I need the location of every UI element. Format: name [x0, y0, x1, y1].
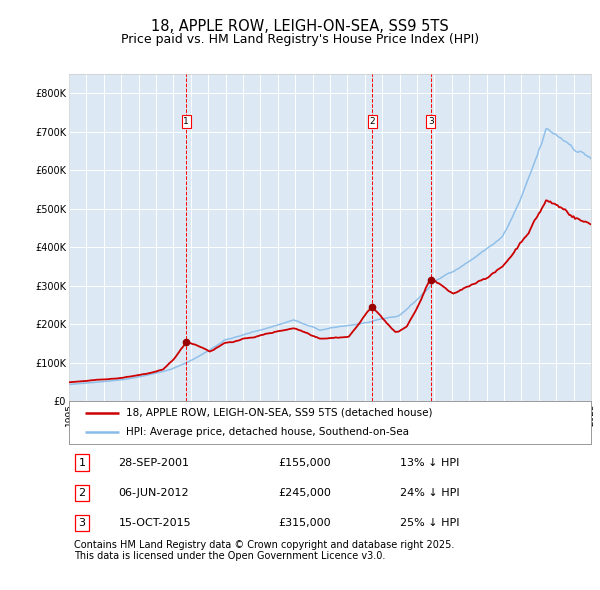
Text: 18, APPLE ROW, LEIGH-ON-SEA, SS9 5TS (detached house): 18, APPLE ROW, LEIGH-ON-SEA, SS9 5TS (de…: [127, 408, 433, 418]
Text: Contains HM Land Registry data © Crown copyright and database right 2025.
This d: Contains HM Land Registry data © Crown c…: [74, 540, 455, 562]
Text: £245,000: £245,000: [278, 488, 331, 498]
Text: 15-OCT-2015: 15-OCT-2015: [119, 518, 191, 528]
Text: 13% ↓ HPI: 13% ↓ HPI: [400, 457, 460, 467]
Text: 28-SEP-2001: 28-SEP-2001: [119, 457, 190, 467]
Text: £315,000: £315,000: [278, 518, 331, 528]
Text: 2: 2: [79, 488, 86, 498]
Text: 3: 3: [79, 518, 86, 528]
Text: 24% ↓ HPI: 24% ↓ HPI: [400, 488, 460, 498]
Text: 3: 3: [428, 117, 434, 126]
Text: 25% ↓ HPI: 25% ↓ HPI: [400, 518, 460, 528]
Text: 18, APPLE ROW, LEIGH-ON-SEA, SS9 5TS: 18, APPLE ROW, LEIGH-ON-SEA, SS9 5TS: [151, 19, 449, 34]
Text: 1: 1: [184, 117, 189, 126]
Text: Price paid vs. HM Land Registry's House Price Index (HPI): Price paid vs. HM Land Registry's House …: [121, 33, 479, 46]
Text: 2: 2: [370, 117, 375, 126]
Text: 06-JUN-2012: 06-JUN-2012: [119, 488, 189, 498]
Text: £155,000: £155,000: [278, 457, 331, 467]
Text: HPI: Average price, detached house, Southend-on-Sea: HPI: Average price, detached house, Sout…: [127, 427, 409, 437]
Text: 1: 1: [79, 457, 86, 467]
